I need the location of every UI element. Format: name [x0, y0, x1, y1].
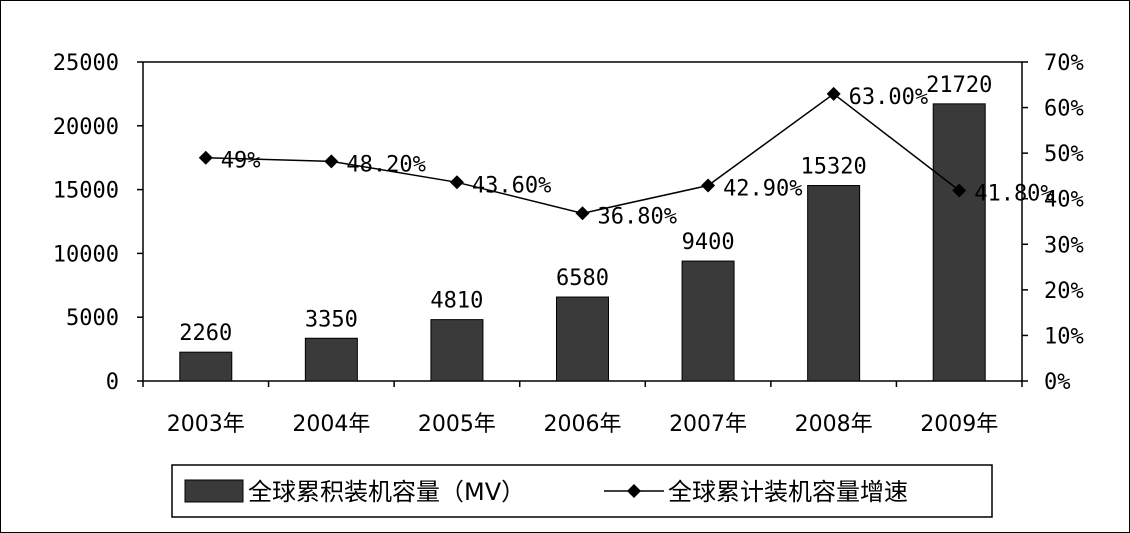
bar-data-label: 2260	[179, 321, 232, 346]
x-tick-label: 2005年	[418, 412, 496, 437]
line-point	[449, 175, 464, 190]
legend-box	[171, 464, 993, 518]
x-tick-label: 2003年	[167, 412, 245, 437]
line-data-label: 63.00%	[849, 85, 928, 110]
bar-data-label: 3350	[305, 307, 358, 332]
bar	[304, 337, 358, 382]
y2-tick-label: 0%	[1044, 370, 1071, 395]
bar	[807, 185, 861, 382]
y2-tick-label: 40%	[1044, 188, 1084, 213]
line-data-label: 49%	[221, 149, 261, 174]
bar-data-label: 9400	[682, 230, 735, 255]
y-tick-label: 0	[106, 370, 119, 395]
bar-data-label: 21720	[926, 73, 992, 98]
y2-tick-label: 20%	[1044, 279, 1084, 304]
line-point	[198, 150, 213, 165]
y2-tick-label: 50%	[1044, 142, 1084, 167]
y-tick-label: 10000	[53, 242, 119, 267]
x-tick-label: 2006年	[544, 412, 622, 437]
legend-bar-label: 全球累积装机容量（MV）	[248, 478, 525, 506]
line-point	[826, 86, 841, 101]
line-data-label: 48.20%	[346, 152, 425, 177]
line-point	[575, 206, 590, 221]
line-data-label: 41.80%	[974, 182, 1053, 207]
y2-tick-label: 10%	[1044, 324, 1084, 349]
x-tick-label: 2004年	[292, 412, 370, 437]
line-point	[324, 154, 339, 169]
line-data-label: 43.60%	[472, 173, 551, 198]
y2-tick-label: 70%	[1044, 51, 1084, 76]
bar-data-label: 6580	[556, 266, 609, 291]
line-data-label: 42.90%	[723, 176, 802, 201]
y-tick-label: 25000	[53, 51, 119, 76]
bar-data-label: 4810	[430, 289, 483, 314]
line-data-label: 36.80%	[598, 204, 677, 229]
bar	[932, 103, 986, 382]
x-tick-label: 2008年	[795, 412, 873, 437]
bar	[681, 260, 735, 382]
y-tick-label: 20000	[53, 115, 119, 140]
x-tick-label: 2009年	[920, 412, 998, 437]
line-point	[952, 183, 967, 198]
y-tick-label: 5000	[66, 306, 119, 331]
x-tick-label: 2007年	[669, 412, 747, 437]
legend-line-label: 全球累计装机容量增速	[668, 478, 908, 506]
y2-tick-label: 30%	[1044, 233, 1084, 258]
bar	[179, 351, 233, 382]
bar-data-label: 15320	[801, 155, 867, 180]
line-point	[701, 178, 716, 193]
legend-bar-swatch	[184, 479, 244, 503]
y-tick-label: 15000	[53, 179, 119, 204]
legend-diamond-marker	[627, 484, 641, 498]
y2-tick-label: 60%	[1044, 97, 1084, 122]
legend: 全球累积装机容量（MV） 全球累计装机容量增速	[171, 464, 993, 518]
bar	[430, 319, 484, 382]
bar	[556, 296, 609, 382]
